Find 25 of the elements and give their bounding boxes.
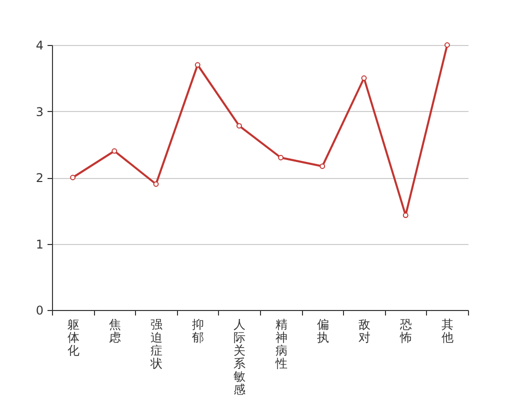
point xyxy=(112,148,118,154)
x-tick-label: 偏执 xyxy=(316,318,329,344)
y-tick-label: 0 xyxy=(36,304,44,318)
point xyxy=(70,174,76,180)
x-tick-label: 恐怖 xyxy=(399,318,412,344)
x-tick-label: 人际关系敏感 xyxy=(234,318,246,396)
x-tick-label: 强迫症状 xyxy=(150,318,162,370)
point xyxy=(402,212,408,218)
point xyxy=(444,42,450,48)
y-tick-label: 2 xyxy=(36,171,44,185)
x-tick-label: 其他 xyxy=(442,318,454,344)
point xyxy=(320,164,326,169)
y-tick-label: 1 xyxy=(36,237,44,252)
point xyxy=(194,62,200,68)
x-tick-label: 敌对 xyxy=(358,318,370,344)
x-tick-label: 精神病性 xyxy=(274,318,288,370)
x-tick-label: 抑郁 xyxy=(192,318,204,344)
x-tick-label: 焦虑 xyxy=(108,318,121,344)
x-tick-label: 躯体化 xyxy=(67,318,80,358)
y-tick-label: 3 xyxy=(36,104,44,119)
y-tick-label: 4 xyxy=(36,38,44,52)
point xyxy=(236,123,242,129)
point xyxy=(361,75,367,81)
point xyxy=(278,154,284,160)
point xyxy=(153,181,159,187)
